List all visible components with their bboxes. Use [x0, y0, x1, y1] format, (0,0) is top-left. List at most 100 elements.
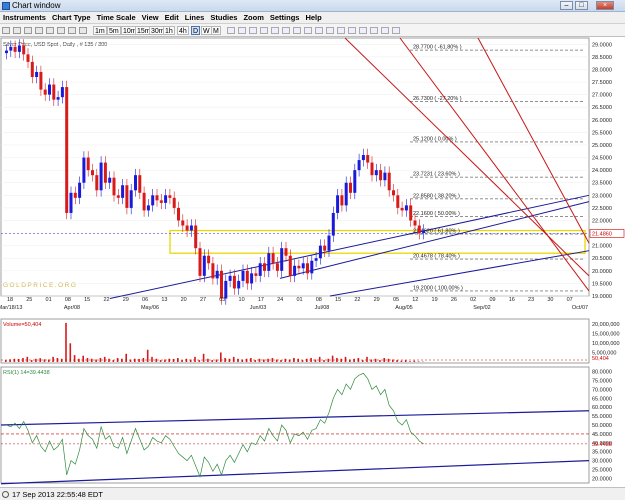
menu-time-scale[interactable]: Time Scale — [96, 13, 136, 22]
volume-bar — [413, 360, 416, 362]
candle-body — [301, 263, 305, 269]
volume-bar — [220, 352, 222, 362]
status-text: 17 Sep 2013 22:55:48 EDT — [12, 490, 103, 499]
window-title: Chart window — [12, 1, 61, 10]
menu-studies[interactable]: Studies — [210, 13, 238, 22]
volume-bar — [331, 355, 334, 362]
candle-body — [387, 172, 391, 191]
rsi-upper-trendline — [0, 410, 590, 426]
time-month-label: Jun/03 — [250, 305, 267, 311]
volume-bar — [245, 358, 248, 362]
timeframe-4h[interactable]: 4h — [177, 26, 189, 35]
app-icon — [2, 2, 10, 10]
ellipse-icon[interactable] — [326, 27, 334, 34]
candle-body — [194, 225, 198, 249]
volume-bar — [258, 358, 261, 362]
menu-instruments[interactable]: Instruments — [3, 13, 46, 22]
candle-body — [189, 225, 193, 231]
candle-body — [202, 255, 206, 276]
channel-icon[interactable] — [282, 27, 290, 34]
volume-bar — [353, 358, 355, 362]
candle-body — [392, 190, 395, 196]
crosshair-icon[interactable] — [238, 27, 246, 34]
menu-settings[interactable]: Settings — [269, 13, 300, 22]
volume-bar — [327, 358, 330, 362]
volume-bar — [379, 360, 381, 362]
zoom-in-icon[interactable] — [35, 27, 43, 34]
print2-icon[interactable] — [381, 27, 389, 34]
minimize-button[interactable]: – — [560, 1, 573, 10]
candle-body — [207, 255, 211, 264]
volume-tick-label: 20,000,000 — [592, 322, 620, 328]
candle-body — [35, 71, 39, 78]
save-icon[interactable] — [13, 27, 21, 34]
delete-icon[interactable] — [348, 27, 356, 34]
close-button[interactable]: × — [596, 1, 614, 10]
candle-body — [185, 225, 189, 231]
volume-bar — [103, 356, 106, 362]
menu-lines[interactable]: Lines — [184, 13, 205, 22]
timeframe-1h[interactable]: 1h — [163, 26, 175, 35]
maximize-button[interactable]: □ — [575, 1, 588, 10]
vline-icon[interactable] — [271, 27, 279, 34]
bar-icon[interactable] — [68, 27, 76, 34]
hline-icon[interactable] — [260, 27, 268, 34]
text-tool-icon[interactable] — [304, 27, 312, 34]
candle-body — [374, 170, 378, 176]
cursor-icon[interactable] — [227, 27, 235, 34]
open-icon[interactable] — [2, 27, 10, 34]
candle-body — [95, 175, 99, 191]
menu-view[interactable]: View — [141, 13, 159, 22]
rectangle-icon[interactable] — [315, 27, 323, 34]
volume-bar — [121, 358, 123, 362]
arrow-icon[interactable] — [337, 27, 345, 34]
print-icon[interactable] — [24, 27, 32, 34]
menu-help[interactable]: Help — [305, 13, 322, 22]
candle-body — [52, 84, 56, 100]
candle-body — [146, 205, 150, 211]
volume-bar — [91, 358, 93, 362]
price-tick-label: 28.0000 — [592, 67, 612, 73]
time-month-label: Oct/07 — [572, 305, 588, 311]
magnet-icon[interactable] — [359, 27, 367, 34]
timeframe-5m[interactable]: 5m — [107, 26, 121, 35]
volume-bar — [26, 356, 29, 362]
time-tick-label: 19 — [432, 297, 438, 303]
volume-bar — [78, 358, 80, 362]
timeframe-M[interactable]: M — [211, 26, 221, 35]
candle-icon[interactable] — [57, 27, 65, 34]
price-tick-label: 19.5000 — [592, 281, 612, 287]
volume-bar — [301, 360, 304, 362]
timeframe-1m[interactable]: 1m — [93, 26, 107, 35]
volume-bar — [271, 357, 274, 362]
volume-bar — [241, 359, 244, 362]
timeframe-D[interactable]: D — [191, 26, 201, 35]
menu-edit[interactable]: Edit — [164, 13, 179, 22]
fibonacci-icon[interactable] — [293, 27, 301, 34]
candle-body — [310, 260, 314, 274]
volume-bar — [73, 355, 76, 362]
candle-body — [155, 195, 159, 201]
volume-bar — [164, 359, 166, 362]
candle-body — [237, 280, 241, 289]
candle-body — [103, 162, 107, 183]
zoom-out-icon[interactable] — [46, 27, 54, 34]
time-tick-label: 03 — [219, 297, 225, 303]
candle-body — [241, 270, 245, 281]
price-tick-label: 22.5000 — [592, 206, 612, 212]
volume-bar — [168, 358, 170, 362]
line-icon[interactable] — [79, 27, 87, 34]
price-tick-label: 20.5000 — [592, 256, 612, 262]
candle-body — [323, 245, 327, 251]
volume-bar — [181, 360, 183, 362]
time-tick-label: 07 — [567, 297, 573, 303]
settings-icon[interactable] — [370, 27, 378, 34]
candle-body — [56, 97, 60, 100]
time-tick-label: 20 — [181, 297, 187, 303]
trendline-icon[interactable] — [249, 27, 257, 34]
candle-body — [258, 263, 262, 276]
help-icon[interactable] — [392, 27, 400, 34]
time-month-label: Sep/02 — [473, 305, 490, 311]
menu-zoom[interactable]: Zoom — [243, 13, 264, 22]
menu-chart-type[interactable]: Chart Type — [51, 13, 91, 22]
